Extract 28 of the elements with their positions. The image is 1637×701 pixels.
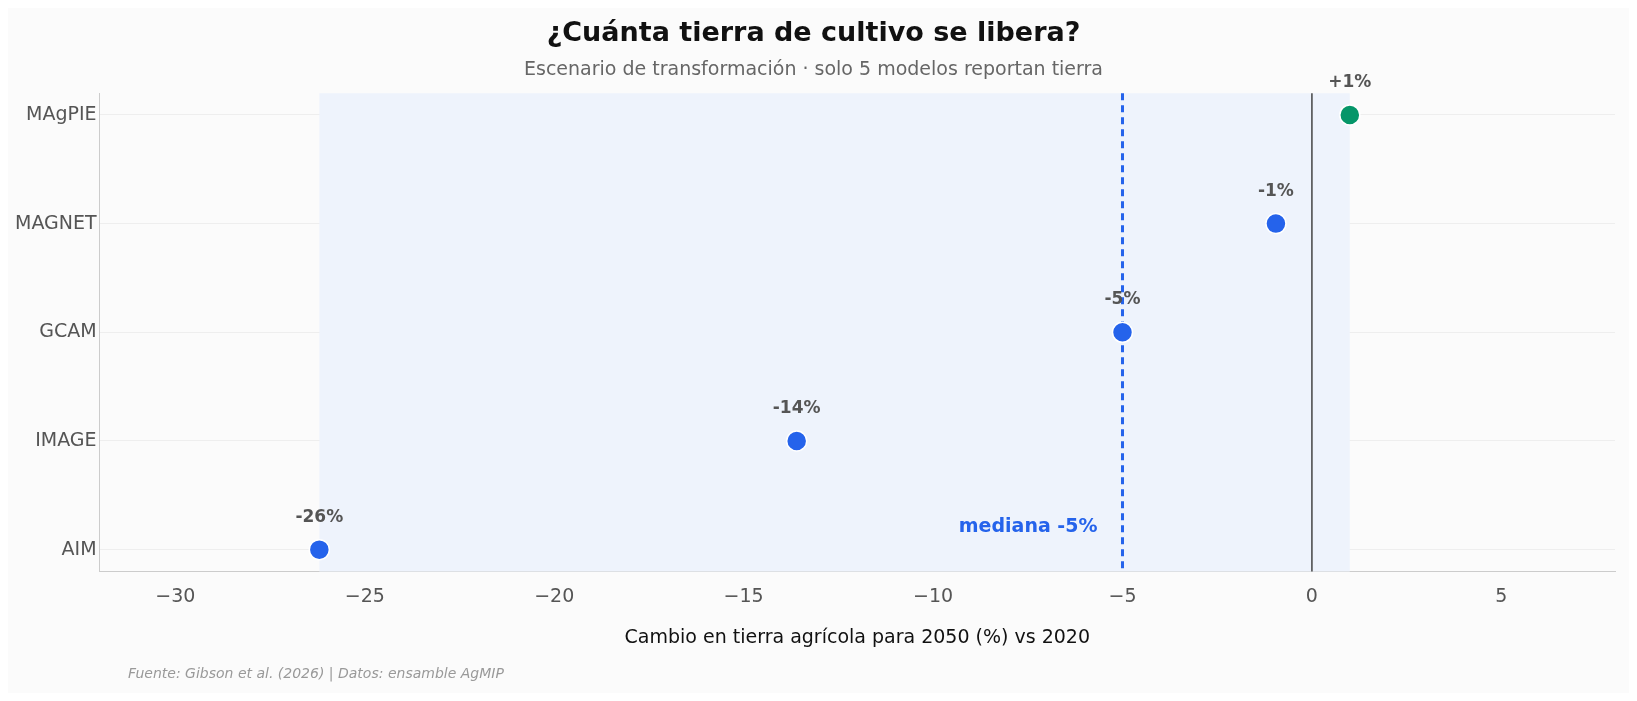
data-label: -14% <box>772 396 821 417</box>
y-tick-label: MAGNET <box>14 210 97 233</box>
point <box>785 430 808 452</box>
point <box>1265 212 1287 235</box>
y-tick-label: MAgPIE <box>26 101 97 124</box>
data-label: -5% <box>1104 288 1141 309</box>
point <box>308 538 331 561</box>
x-tick-label: −25 <box>344 583 385 606</box>
x-tick-label: 5 <box>1495 583 1508 606</box>
data-label: -26% <box>295 505 344 526</box>
chart-subtitle: Escenario de transformación · solo 5 modelos reportan tierra <box>524 56 1103 79</box>
ref-line-label: mediana -5% <box>958 514 1098 537</box>
y-tick-label: GCAM <box>39 319 97 342</box>
x-tick-label: −20 <box>534 583 575 606</box>
y-tick-label: IMAGE <box>35 427 97 450</box>
data-label: -1% <box>1257 179 1294 200</box>
data-label: +1% <box>1328 70 1372 91</box>
source-note: Fuente: Gibson et al. (2026) | Datos: ensamble AgMIP <box>128 664 505 682</box>
x-tick-label: 0 <box>1305 583 1318 606</box>
point <box>1339 104 1361 126</box>
chart-title: ¿Cuánta tierra de cultivo se libera? <box>546 16 1081 48</box>
y-tick-label: AIM <box>61 536 97 559</box>
x-tick-label: −30 <box>155 583 196 606</box>
x-tick-label: −10 <box>913 583 954 606</box>
x-axis-title: Cambio en tierra agrícola para 2050 (%) vs 2020 <box>624 624 1091 647</box>
x-tick-label: −5 <box>1108 583 1137 606</box>
point <box>1111 321 1134 344</box>
x-tick-label: −15 <box>723 583 764 606</box>
